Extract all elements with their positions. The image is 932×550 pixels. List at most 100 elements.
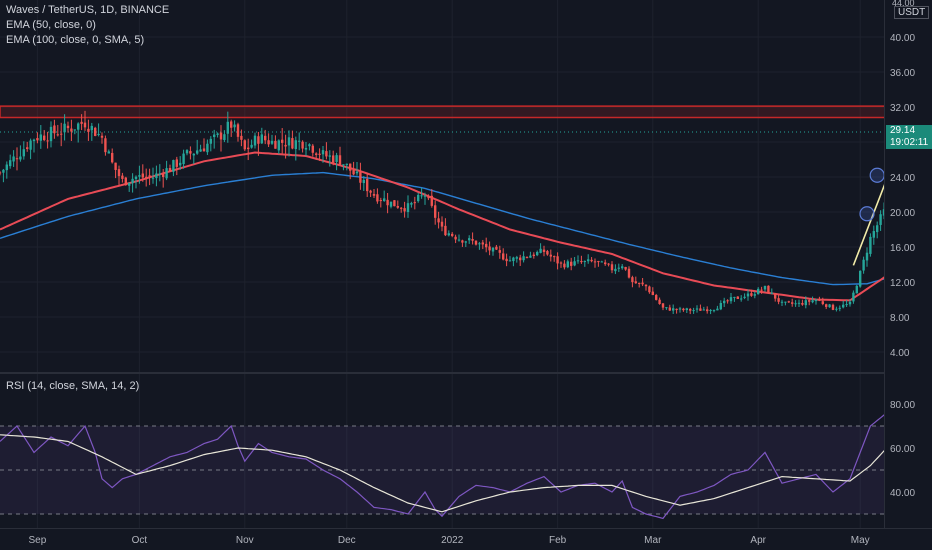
candle xyxy=(148,168,151,186)
candle xyxy=(267,133,270,148)
candle xyxy=(808,298,811,306)
ema50-legend[interactable]: EMA (50, close, 0) xyxy=(6,19,96,31)
candle xyxy=(73,129,76,135)
ema100-path[interactable] xyxy=(0,171,932,286)
candle xyxy=(335,152,338,171)
symbol-legend[interactable]: Waves / TetherUS, 1D, BINANCE xyxy=(6,4,170,16)
candle xyxy=(43,129,46,142)
candle xyxy=(366,173,369,197)
candle xyxy=(512,256,515,267)
candle xyxy=(498,245,501,259)
candle xyxy=(522,251,525,263)
candle xyxy=(481,239,484,250)
highlight-circle[interactable] xyxy=(869,167,885,183)
time-tick-label: 2022 xyxy=(441,535,464,546)
candle xyxy=(430,189,433,208)
candle xyxy=(413,196,416,210)
ema100-line xyxy=(0,171,932,286)
candle xyxy=(97,123,100,137)
candle xyxy=(491,247,495,256)
candle xyxy=(355,161,359,176)
rsi-ma-line[interactable] xyxy=(0,410,932,513)
candle xyxy=(427,194,430,201)
price-axis-background[interactable] xyxy=(884,0,932,550)
candle xyxy=(287,130,291,157)
candle xyxy=(447,230,450,237)
time-axis-background[interactable] xyxy=(0,528,932,550)
candle xyxy=(505,253,508,267)
candle xyxy=(519,254,522,266)
candle xyxy=(5,161,8,179)
price-tick-label: 16.00 xyxy=(890,243,915,254)
candle xyxy=(383,190,386,202)
candle xyxy=(172,159,175,177)
candle xyxy=(284,134,287,159)
candle xyxy=(270,134,274,145)
candle xyxy=(226,111,229,143)
candle xyxy=(53,119,56,139)
rsi-legend[interactable]: RSI (14, close, SMA, 14, 2) xyxy=(6,380,140,392)
candle xyxy=(311,143,314,157)
candle xyxy=(740,295,743,302)
candle xyxy=(454,234,457,244)
candle xyxy=(145,168,148,187)
candle xyxy=(168,164,172,173)
candle xyxy=(451,232,454,238)
candle xyxy=(308,143,311,151)
ema50-path[interactable] xyxy=(0,151,932,302)
candle xyxy=(502,248,505,261)
candle xyxy=(94,126,97,137)
candle xyxy=(253,132,257,149)
candle xyxy=(216,132,219,138)
candle xyxy=(22,141,25,160)
ema50-line xyxy=(0,151,932,302)
candle xyxy=(461,239,464,247)
candle xyxy=(219,125,223,152)
candle xyxy=(777,294,780,305)
ema100-legend[interactable]: EMA (100, close, 0, SMA, 5) xyxy=(6,34,145,46)
candle xyxy=(60,122,63,147)
resistance-zone-box[interactable] xyxy=(0,105,932,119)
candle xyxy=(29,138,32,160)
candle xyxy=(90,122,93,141)
candle xyxy=(770,288,773,295)
candle xyxy=(294,136,297,161)
candle xyxy=(134,175,138,189)
candle xyxy=(553,255,556,262)
highlight-circle[interactable] xyxy=(859,206,875,222)
candle xyxy=(158,164,161,182)
candle xyxy=(474,240,478,246)
candle xyxy=(457,234,461,242)
candle xyxy=(39,125,42,149)
candle xyxy=(593,258,597,268)
time-tick-label: Apr xyxy=(750,535,766,546)
candle xyxy=(124,176,127,186)
candle xyxy=(325,142,328,160)
candle xyxy=(301,140,304,153)
candle xyxy=(655,293,658,301)
candle xyxy=(842,300,845,309)
candle xyxy=(393,200,396,207)
candle xyxy=(614,264,617,275)
candle xyxy=(2,168,5,183)
candle xyxy=(440,216,444,232)
candle xyxy=(852,290,855,304)
resistance-zone xyxy=(0,105,932,133)
currency-unit-badge[interactable]: USDT xyxy=(894,6,930,19)
candle xyxy=(702,306,705,311)
candle xyxy=(121,172,124,183)
candle xyxy=(879,210,882,231)
candle xyxy=(797,299,801,308)
candle xyxy=(818,296,821,302)
candle xyxy=(536,250,539,257)
candle xyxy=(213,129,216,149)
candle xyxy=(185,149,189,156)
candle xyxy=(791,298,794,307)
rsi-line[interactable] xyxy=(0,387,932,520)
candle xyxy=(576,255,580,264)
candle xyxy=(600,260,603,263)
candle xyxy=(400,206,403,213)
candle xyxy=(634,276,637,284)
